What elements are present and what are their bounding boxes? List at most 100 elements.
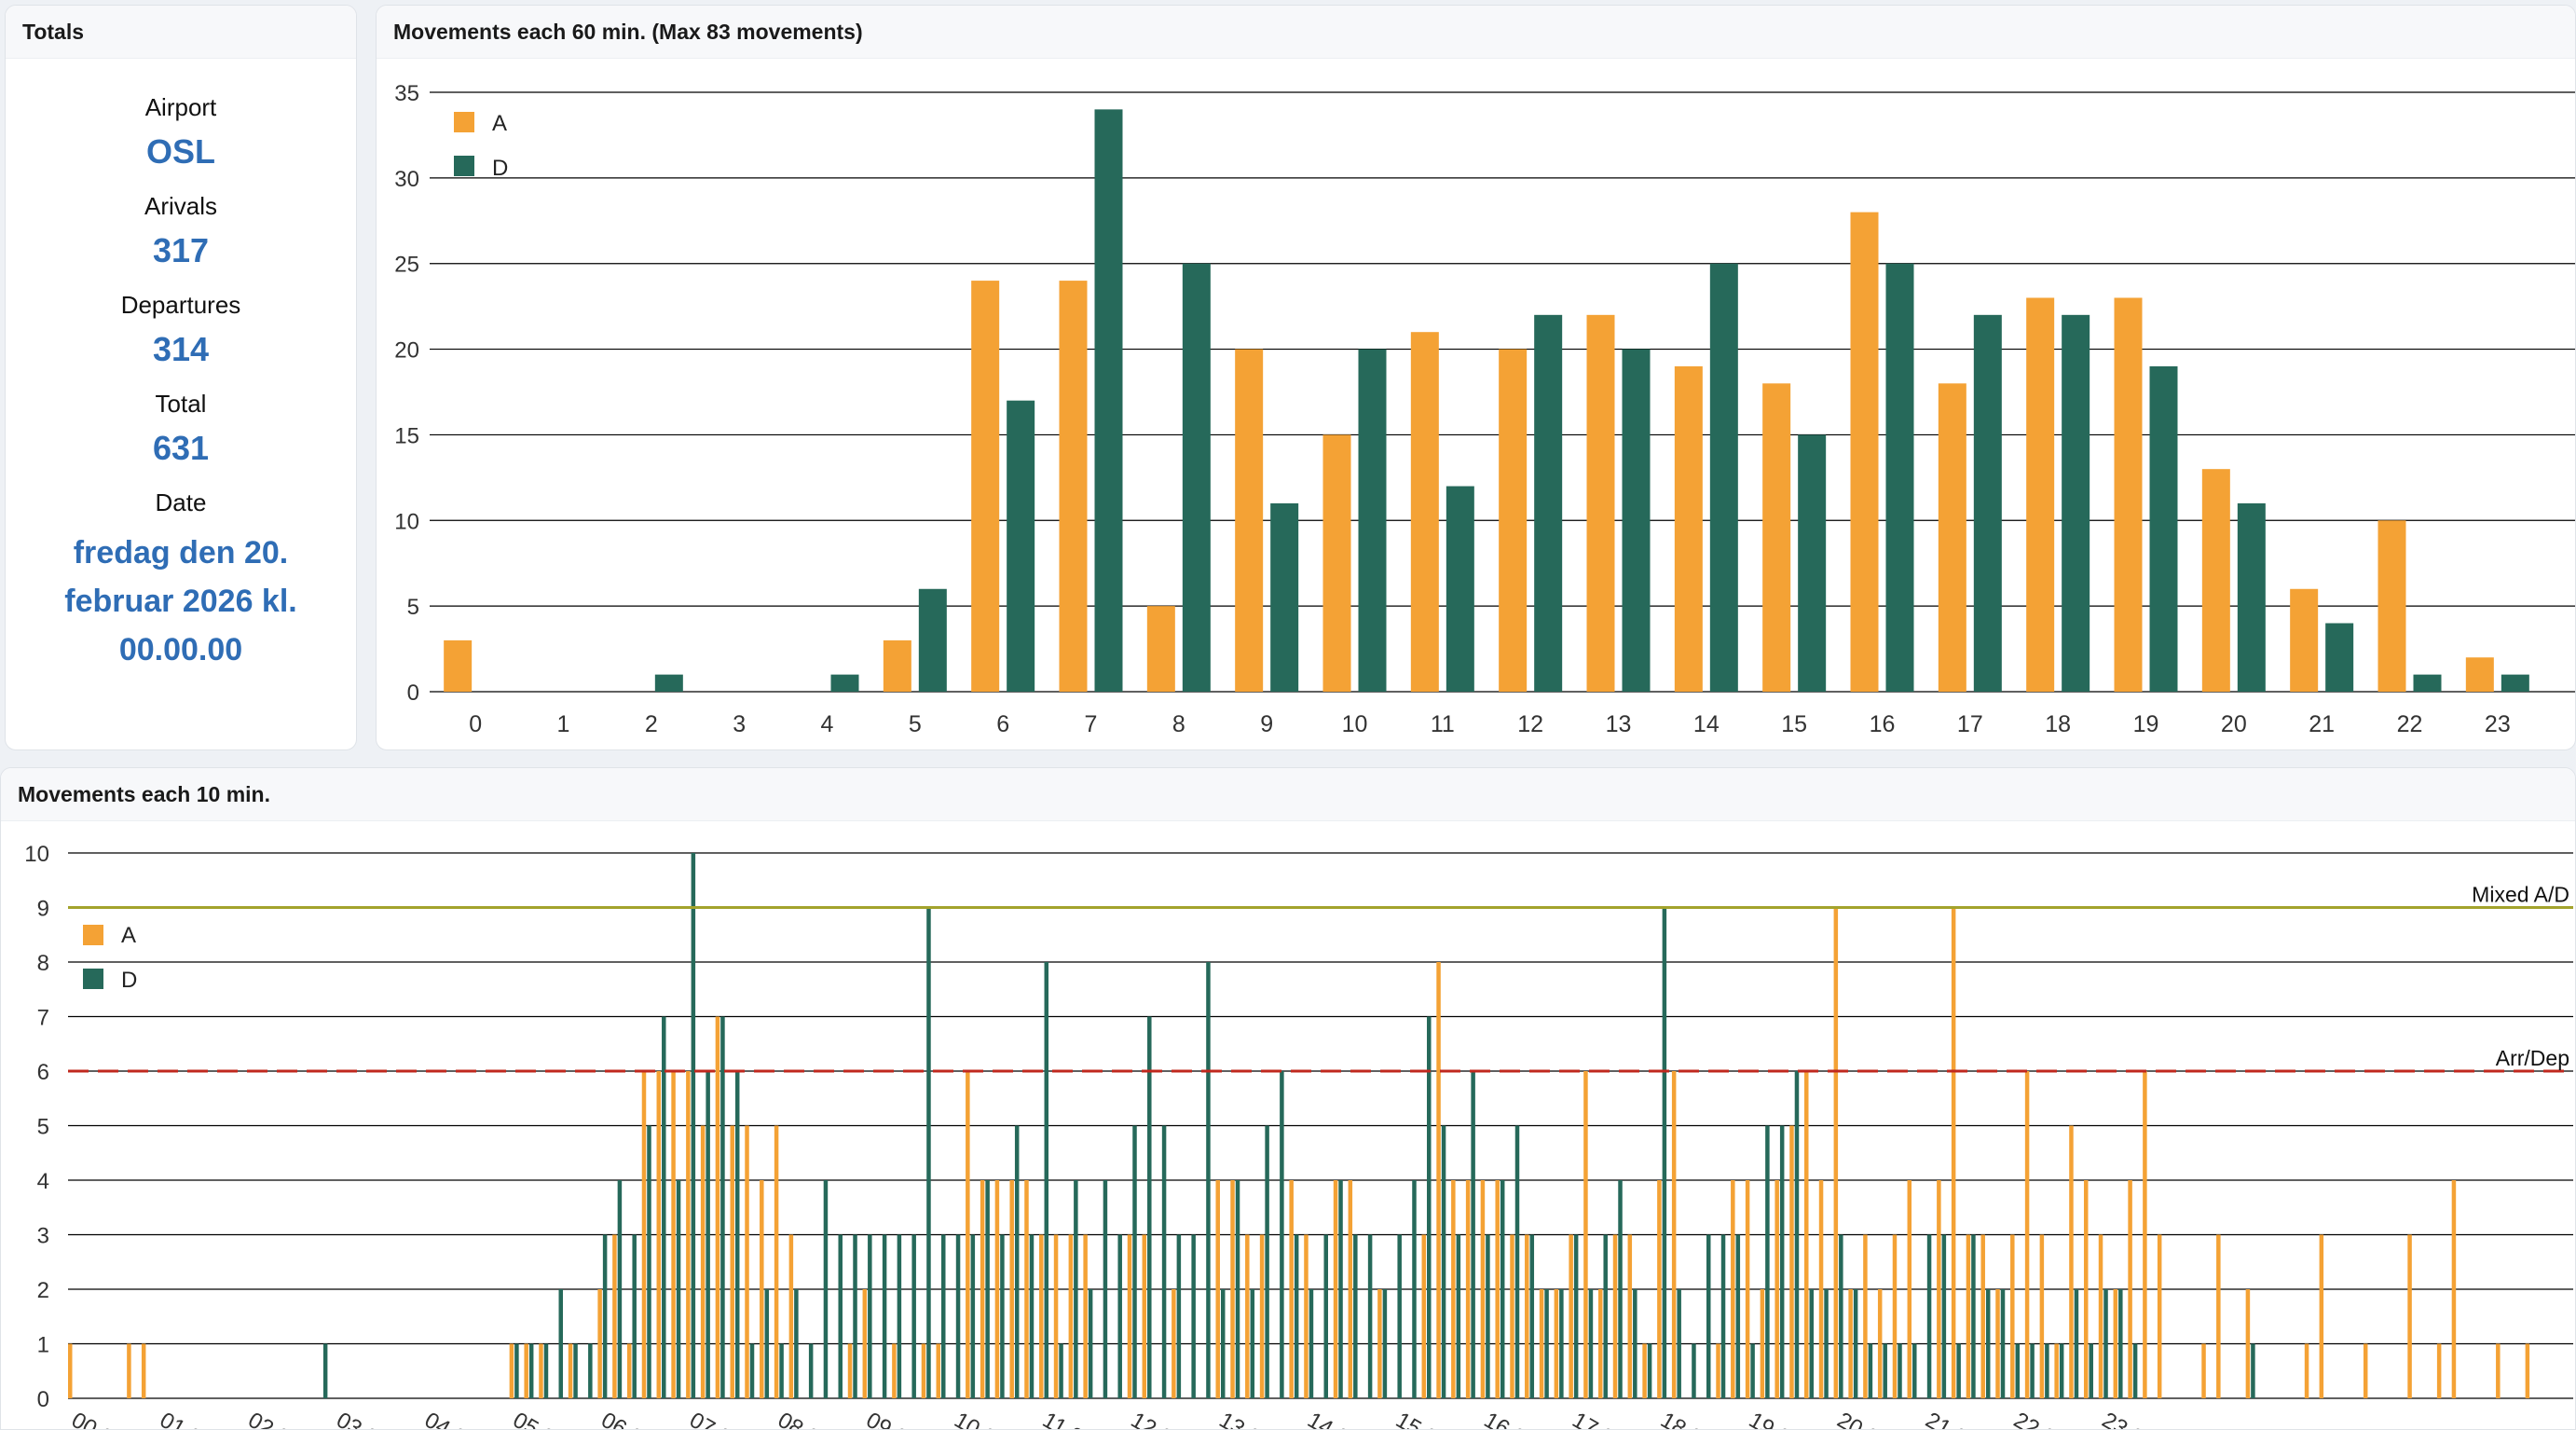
bar-departures bbox=[1270, 502, 1299, 692]
y-tick-label: 6 bbox=[37, 1060, 49, 1085]
bar-departures bbox=[1529, 1234, 1535, 1398]
legend-label-arrivals: A bbox=[121, 923, 136, 948]
y-tick-label: 10 bbox=[394, 509, 419, 534]
bar-arrivals bbox=[1877, 1289, 1883, 1398]
bar-departures bbox=[985, 1180, 990, 1398]
totals-panel: Totals Airport OSL Arivals 317 Departure… bbox=[5, 5, 357, 750]
bar-departures bbox=[1500, 1180, 1505, 1398]
total-label: Total bbox=[155, 390, 207, 418]
y-tick-label: 25 bbox=[394, 253, 419, 278]
bar-arrivals bbox=[1848, 1289, 1853, 1398]
bar-arrivals bbox=[1966, 1234, 1971, 1398]
departures-label: Departures bbox=[120, 291, 241, 319]
y-tick-label: 5 bbox=[37, 1115, 49, 1140]
y-tick-label: 20 bbox=[394, 338, 419, 364]
bar-departures bbox=[514, 1343, 519, 1398]
bar-departures bbox=[2325, 623, 2354, 692]
x-tick-label: 13 bbox=[1606, 711, 1632, 737]
bar-arrivals bbox=[1230, 1180, 1235, 1398]
bar-departures bbox=[2045, 1343, 2049, 1398]
bar-arrivals bbox=[2465, 657, 2494, 692]
bar-departures bbox=[2062, 314, 2090, 692]
bar-arrivals bbox=[1583, 1071, 1588, 1398]
x-tick-label: 23.00 bbox=[2098, 1408, 2159, 1430]
bar-departures bbox=[1971, 1234, 1976, 1398]
bar-departures bbox=[911, 1234, 916, 1398]
bar-arrivals bbox=[847, 1343, 853, 1398]
bar-departures bbox=[823, 1180, 829, 1398]
bar-arrivals bbox=[2069, 1125, 2074, 1398]
bar-departures bbox=[1094, 109, 1123, 692]
bar-departures bbox=[1883, 1343, 1887, 1398]
bar-arrivals bbox=[2496, 1343, 2501, 1398]
bar-departures bbox=[1750, 1343, 1755, 1398]
bar-arrivals bbox=[1569, 1234, 1573, 1398]
bar-arrivals bbox=[1480, 1180, 1486, 1398]
bar-departures bbox=[918, 588, 947, 692]
bar-arrivals bbox=[641, 1071, 647, 1398]
y-tick-label: 10 bbox=[24, 842, 49, 867]
bar-arrivals bbox=[2054, 1343, 2059, 1398]
bar-departures bbox=[1709, 263, 1738, 692]
bar-arrivals bbox=[1510, 1234, 1514, 1398]
bar-departures bbox=[1839, 1234, 1843, 1398]
hourly-chart-title: Movements each 60 min. (Max 83 movements… bbox=[377, 6, 2575, 59]
bar-departures bbox=[808, 1343, 814, 1398]
bar-arrivals bbox=[1024, 1180, 1029, 1398]
bar-arrivals bbox=[1597, 1289, 1603, 1398]
bar-arrivals bbox=[1451, 1180, 1456, 1398]
x-tick-label: 00.00 bbox=[67, 1408, 129, 1430]
bar-departures bbox=[1441, 1125, 1446, 1398]
bar-arrivals bbox=[1525, 1234, 1529, 1398]
bar-arrivals bbox=[1172, 1289, 1176, 1398]
bar-arrivals bbox=[1731, 1180, 1735, 1398]
bar-departures bbox=[1382, 1289, 1388, 1398]
legend-swatch-departures bbox=[454, 156, 474, 176]
bar-departures bbox=[1117, 1234, 1122, 1398]
bar-arrivals bbox=[2245, 1289, 2251, 1398]
bar-arrivals bbox=[715, 1016, 720, 1398]
bar-departures bbox=[1059, 1343, 1063, 1398]
bar-departures bbox=[1427, 1016, 1432, 1398]
bar-arrivals bbox=[774, 1125, 779, 1398]
bar-arrivals bbox=[2525, 1343, 2530, 1398]
bar-departures bbox=[1662, 907, 1667, 1398]
bar-arrivals bbox=[1039, 1234, 1044, 1398]
bar-departures bbox=[1007, 400, 1035, 692]
bar-arrivals bbox=[1612, 1234, 1618, 1398]
legend-swatch-arrivals bbox=[454, 112, 474, 132]
bar-departures bbox=[1692, 1343, 1696, 1398]
x-tick-label: 22 bbox=[2397, 711, 2423, 737]
bar-departures bbox=[1941, 1234, 1947, 1398]
bar-arrivals bbox=[444, 639, 473, 692]
bar-arrivals bbox=[68, 1343, 73, 1398]
bar-arrivals bbox=[509, 1343, 514, 1398]
bar-arrivals bbox=[1068, 1234, 1074, 1398]
y-tick-label: 8 bbox=[37, 951, 49, 976]
totals-header: Totals bbox=[6, 6, 356, 59]
bar-departures bbox=[1397, 1234, 1402, 1398]
bar-departures bbox=[1573, 1234, 1579, 1398]
y-tick-label: 2 bbox=[37, 1278, 49, 1303]
bar-departures bbox=[1956, 1343, 1961, 1398]
y-tick-label: 30 bbox=[394, 167, 419, 192]
bar-departures bbox=[1280, 1071, 1284, 1398]
bar-arrivals bbox=[1421, 1234, 1427, 1398]
x-tick-label: 07.00 bbox=[685, 1408, 747, 1430]
bar-arrivals bbox=[1951, 907, 1956, 1398]
x-tick-label: 19.00 bbox=[1745, 1408, 1806, 1430]
bar-arrivals bbox=[1436, 962, 1441, 1398]
bar-departures bbox=[749, 1343, 755, 1398]
bar-departures bbox=[2074, 1289, 2079, 1398]
bar-arrivals bbox=[1142, 1234, 1147, 1398]
bar-arrivals bbox=[921, 1343, 926, 1398]
bar-arrivals bbox=[568, 1343, 573, 1398]
bar-departures bbox=[1985, 1289, 1991, 1398]
bar-arrivals bbox=[1083, 1234, 1088, 1398]
bar-departures bbox=[1926, 1234, 1932, 1398]
bar-arrivals bbox=[1657, 1180, 1662, 1398]
x-tick-label: 18 bbox=[2045, 711, 2071, 737]
x-tick-label: 21.00 bbox=[1921, 1408, 1982, 1430]
bar-departures bbox=[1265, 1125, 1269, 1398]
bar-departures bbox=[2103, 1289, 2108, 1398]
